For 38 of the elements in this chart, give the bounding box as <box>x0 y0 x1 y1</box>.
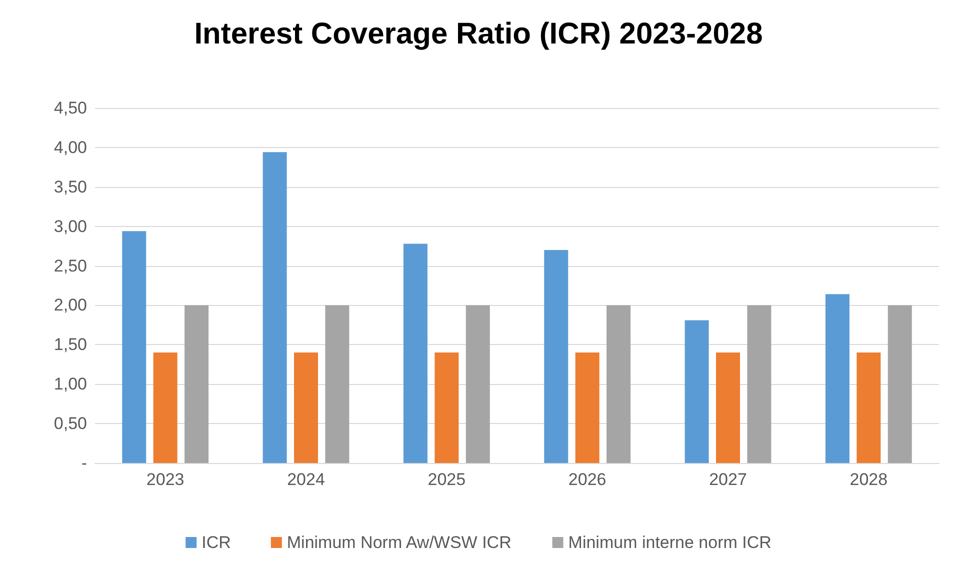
bar <box>294 352 318 463</box>
y-tick-label: - <box>81 454 87 472</box>
x-tick-label: 2023 <box>146 470 184 489</box>
bar <box>888 305 912 463</box>
y-tick-label: 1,00 <box>54 374 87 394</box>
x-tick-label: 2028 <box>850 470 888 489</box>
bar <box>325 305 350 463</box>
bar <box>403 244 428 463</box>
bar <box>716 352 740 463</box>
bar <box>747 305 772 463</box>
x-tick-label: 2027 <box>709 470 747 489</box>
bar <box>825 294 850 463</box>
bar <box>606 305 631 463</box>
chart-title: Interest Coverage Ratio (ICR) 2023-2028 <box>194 18 763 50</box>
legend-label: Minimum Norm Aw/WSW ICR <box>286 533 512 552</box>
x-tick-label: 2026 <box>568 470 606 489</box>
y-tick-label: 3,50 <box>54 177 87 196</box>
y-tick-label: 2,00 <box>54 296 87 315</box>
bar <box>122 231 146 463</box>
y-tick-label: 4,50 <box>54 98 87 118</box>
y-tick-label: 4,00 <box>54 138 87 157</box>
y-tick-label: 1,50 <box>54 335 87 354</box>
y-tick-label: 0,50 <box>54 414 87 434</box>
x-tick-label: 2024 <box>287 470 325 489</box>
bar <box>262 152 287 463</box>
bar <box>184 305 209 463</box>
bar <box>466 305 490 463</box>
y-tick-label: 3,00 <box>54 216 87 236</box>
legend-label: ICR <box>202 533 231 552</box>
bar <box>575 352 600 463</box>
legend-label: Minimum interne norm ICR <box>568 533 772 552</box>
bar <box>153 352 178 463</box>
y-tick-label: 2,50 <box>54 256 87 276</box>
bar <box>434 352 459 463</box>
bar <box>684 320 709 463</box>
bar <box>856 352 881 463</box>
x-tick-label: 2025 <box>428 470 466 489</box>
bar <box>544 250 568 463</box>
